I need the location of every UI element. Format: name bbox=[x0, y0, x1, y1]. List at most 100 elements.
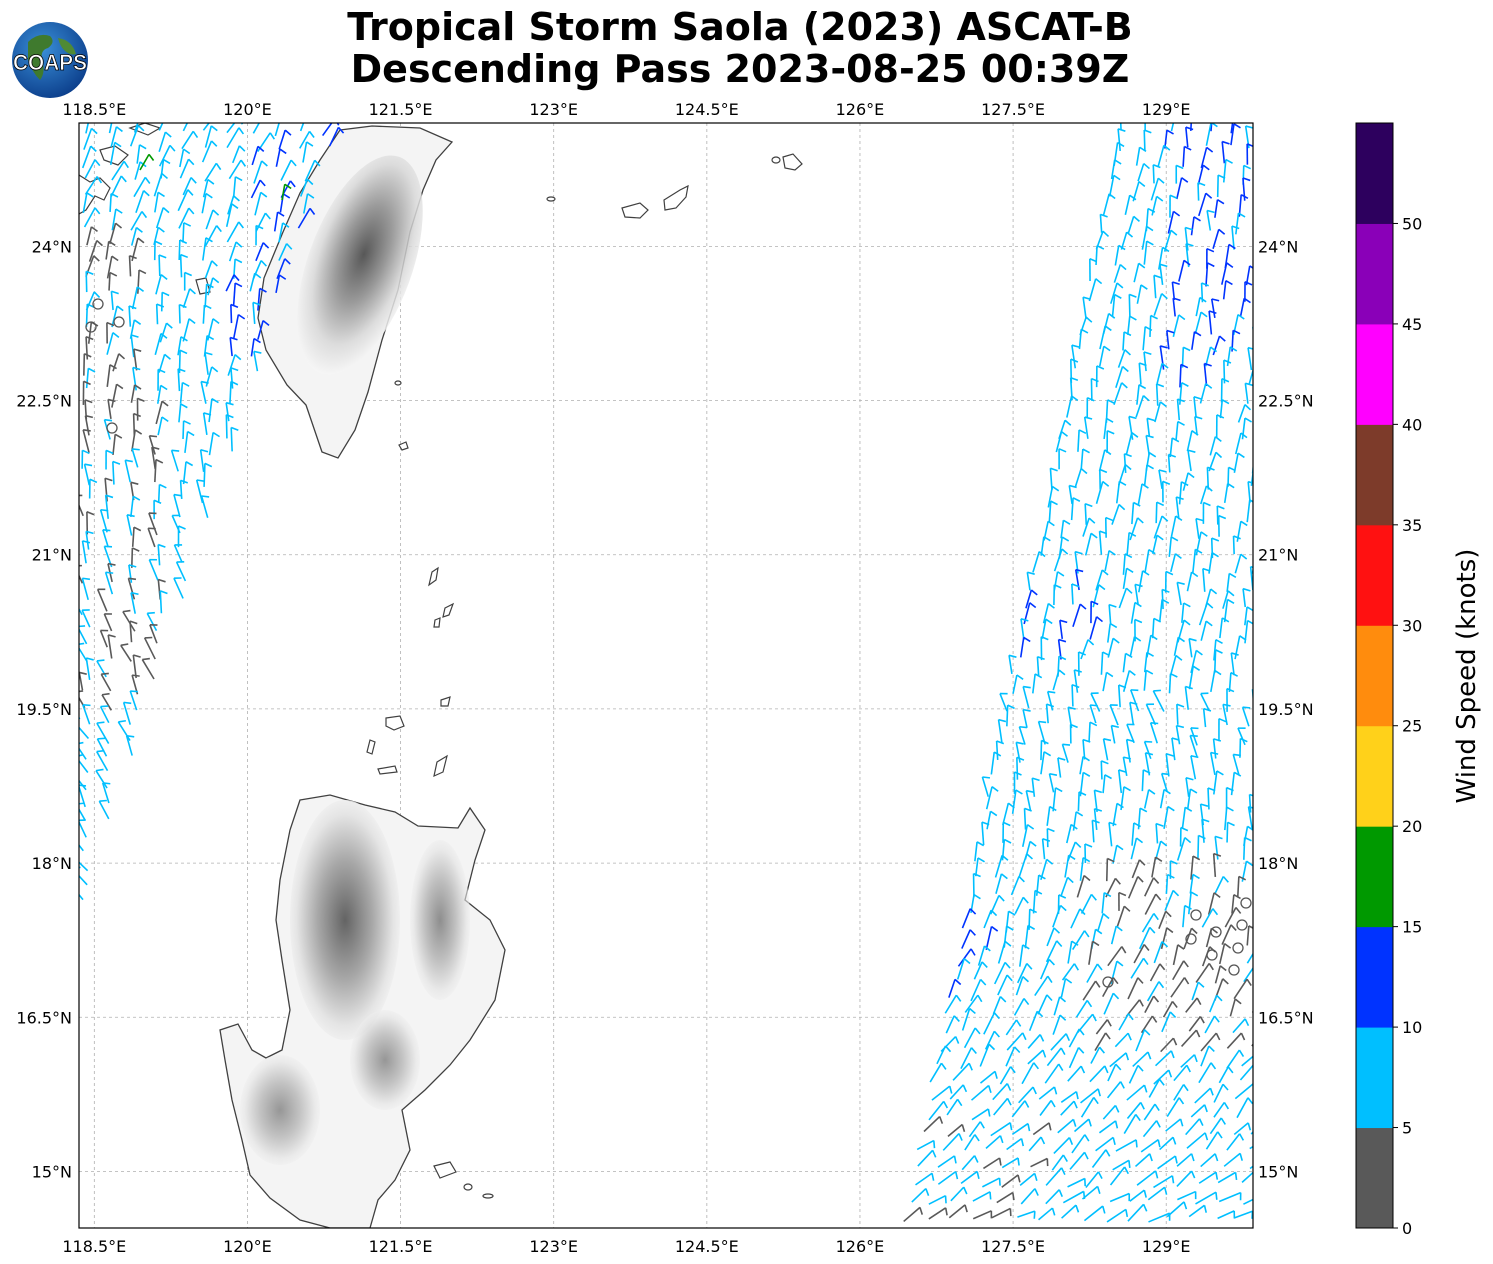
wind-barb bbox=[83, 463, 93, 486]
wind-barb bbox=[250, 337, 261, 357]
wind-barb bbox=[1195, 962, 1214, 983]
colorbar-segment bbox=[1356, 123, 1393, 224]
wind-barb bbox=[1225, 786, 1234, 810]
wind-barb bbox=[302, 141, 314, 163]
wind-barb bbox=[1013, 998, 1030, 1016]
wind-barb bbox=[1190, 754, 1199, 780]
colorbar-segment bbox=[1356, 524, 1393, 626]
wind-barb bbox=[1076, 874, 1091, 898]
wind-barb bbox=[1135, 146, 1147, 166]
wind-barb bbox=[111, 160, 129, 181]
wind-barb bbox=[1060, 1100, 1078, 1116]
wind-barb bbox=[1210, 669, 1222, 693]
wind-barb bbox=[1226, 572, 1237, 592]
wind-barb bbox=[1197, 834, 1206, 860]
wind-barb bbox=[255, 242, 270, 262]
wind-barb bbox=[79, 607, 83, 616]
wind-barb bbox=[1231, 225, 1240, 250]
wind-barb bbox=[1086, 963, 1103, 983]
wind-barb bbox=[1176, 837, 1192, 861]
wind-barb bbox=[992, 1083, 1012, 1101]
wind-barb bbox=[1226, 346, 1238, 367]
wind-barb bbox=[1153, 515, 1169, 539]
wind-barb bbox=[1040, 751, 1052, 775]
wind-barb bbox=[1046, 927, 1061, 947]
wind-barb bbox=[1204, 346, 1218, 367]
wind-barb bbox=[297, 207, 316, 229]
wind-barb bbox=[204, 283, 214, 308]
wind-barb bbox=[227, 354, 242, 376]
wind-barb bbox=[208, 398, 219, 423]
wind-barb bbox=[1185, 777, 1194, 797]
wind-barb bbox=[1079, 857, 1091, 881]
wind-barb bbox=[84, 176, 103, 195]
luzon-south-hills bbox=[240, 1055, 320, 1165]
wind-barb bbox=[997, 718, 1007, 744]
wind-barb bbox=[1216, 174, 1226, 198]
wind-barb bbox=[252, 301, 261, 325]
wind-barb bbox=[1095, 569, 1109, 591]
wind-barb bbox=[996, 1191, 1015, 1204]
wind-barb bbox=[147, 527, 156, 548]
wind-barb bbox=[979, 1043, 996, 1067]
wind-barb bbox=[1201, 908, 1219, 928]
wind-barb bbox=[1060, 977, 1073, 998]
wind-barb bbox=[155, 400, 169, 425]
wind-barb bbox=[1202, 567, 1211, 592]
wind-barb bbox=[1208, 310, 1217, 335]
wind-barb bbox=[942, 1132, 963, 1151]
wind-barb bbox=[1176, 177, 1189, 200]
wind-barb bbox=[983, 1012, 1000, 1035]
wind-barb bbox=[79, 494, 84, 517]
wind-barb bbox=[1176, 581, 1185, 606]
wind-barb bbox=[1006, 704, 1015, 727]
wind-barb bbox=[982, 1157, 1002, 1170]
wind-barb bbox=[1226, 1032, 1246, 1049]
wind-barb bbox=[1093, 807, 1103, 831]
wind-barb bbox=[1153, 293, 1168, 316]
wind-barb bbox=[110, 126, 123, 148]
wind-barb bbox=[1102, 1104, 1120, 1120]
wind-barb bbox=[961, 1155, 979, 1171]
land-layer bbox=[79, 123, 803, 1228]
wind-barb bbox=[79, 741, 87, 760]
wind-barb bbox=[153, 172, 169, 197]
wind-barb bbox=[96, 721, 110, 744]
wind-barb bbox=[1089, 258, 1098, 282]
wind-barb bbox=[1086, 396, 1095, 418]
wind-barb bbox=[1046, 690, 1056, 711]
wind-barb bbox=[1173, 1064, 1191, 1082]
wind-barb bbox=[1219, 617, 1230, 639]
wind-barb bbox=[125, 735, 135, 756]
wind-barb bbox=[1256, 671, 1269, 693]
wind-barb bbox=[148, 558, 159, 581]
wind-barb bbox=[112, 460, 121, 485]
wind-barb bbox=[993, 961, 1011, 985]
wind-barb bbox=[1149, 963, 1166, 982]
wind-barb bbox=[1095, 365, 1105, 388]
wind-barb bbox=[177, 336, 188, 356]
wind-barb bbox=[182, 318, 196, 342]
wind-barb bbox=[1027, 1049, 1047, 1065]
wind-barb bbox=[128, 254, 137, 277]
wind-barb bbox=[1050, 1033, 1071, 1051]
wind-barb bbox=[1246, 143, 1253, 165]
wind-barb bbox=[154, 191, 165, 213]
wind-barb bbox=[992, 995, 1007, 1015]
wind-barb bbox=[133, 123, 139, 133]
wind-barb bbox=[1081, 1185, 1101, 1200]
wind-barb bbox=[1107, 946, 1127, 967]
wind-barb bbox=[1045, 703, 1055, 724]
wind-barb bbox=[1067, 1065, 1086, 1082]
wind-barb bbox=[1155, 822, 1164, 844]
wind-barb bbox=[1032, 889, 1043, 914]
wind-barb bbox=[1034, 975, 1053, 997]
wind-barb bbox=[1082, 517, 1096, 537]
wind-barb bbox=[1176, 1170, 1196, 1188]
colorbar-segment bbox=[1356, 625, 1393, 727]
wind-barb bbox=[1168, 672, 1178, 694]
wind-barb bbox=[1106, 622, 1118, 643]
wind-barb bbox=[153, 240, 163, 261]
wind-barb bbox=[157, 483, 167, 503]
wind-barb bbox=[1146, 634, 1158, 658]
